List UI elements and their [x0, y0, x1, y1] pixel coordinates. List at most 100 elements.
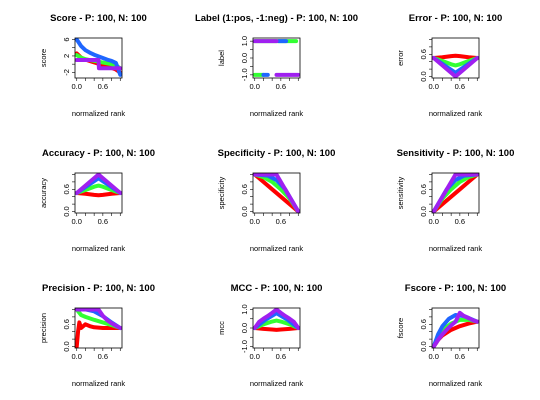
plot-frame [252, 172, 301, 214]
chart-panel-4: Accuracy - P: 100, N: 100 0.0 0.6 0.0 0.6 nor… [39, 148, 155, 253]
y-axis-label: fscore [396, 318, 405, 338]
y-axis-label: precision [39, 313, 48, 343]
series-line-1 [432, 173, 479, 213]
y-tick-label: 0.6 [419, 49, 428, 59]
x-tick-label: 0.6 [455, 82, 465, 91]
chart-panel-7: Precision - P: 100, N: 100 0.0 0.6 0.0 0.6 no… [39, 283, 155, 388]
y-axis-label: label [217, 50, 226, 66]
y-tick-label: 0.0 [419, 71, 428, 81]
series-line-4 [253, 173, 300, 213]
series-line-3 [75, 38, 122, 77]
series-line-4 [253, 308, 300, 330]
y-tick-label: 0.0 [419, 206, 428, 216]
y-axis-label: accuracy [39, 178, 48, 208]
x-tick-label: 0.0 [72, 82, 82, 91]
x-axis-label: normalized rank [72, 379, 126, 388]
chart-title: MCC - P: 100, N: 100 [231, 283, 323, 294]
series-line-4 [432, 173, 479, 213]
plot-frame [431, 307, 480, 349]
y-tick-label: -1.0 [240, 68, 249, 81]
y-tick-label: 0.6 [419, 319, 428, 329]
series-line-1 [253, 326, 300, 332]
y-tick-label: 1.0 [240, 36, 249, 46]
plot-frame [431, 172, 480, 214]
y-axis-label: error [396, 50, 405, 66]
y-tick-label: 0.6 [240, 184, 249, 194]
chart-title: Error - P: 100, N: 100 [409, 13, 502, 24]
plot-frame [74, 172, 123, 214]
y-tick-label: 0.6 [419, 184, 428, 194]
series-line-4 [432, 310, 479, 348]
chart-title: Score - P: 100, N: 100 [50, 13, 147, 24]
y-tick-label: 0.6 [62, 319, 71, 329]
y-axis-label: score [39, 49, 48, 67]
series-line-2 [75, 183, 122, 195]
y-tick-label: 0.0 [62, 341, 71, 351]
series-line-3 [253, 311, 300, 330]
series-line-1 [432, 53, 479, 60]
chart-panel-6: Sensitivity - P: 100, N: 100 0.0 0.6 0.0 0.6… [396, 148, 514, 253]
x-tick-label: 0.0 [72, 217, 82, 226]
x-tick-label: 0.0 [429, 352, 439, 361]
series-line-4 [432, 56, 479, 78]
y-tick-label: 6 [62, 37, 71, 41]
x-tick-label: 0.6 [455, 352, 465, 361]
series-line-4 [75, 58, 122, 71]
y-tick-label: 0.0 [419, 341, 428, 351]
x-axis-label: normalized rank [429, 244, 483, 253]
series-line-2 [432, 56, 479, 68]
x-axis-label: normalized rank [72, 109, 126, 118]
x-tick-label: 0.0 [72, 352, 82, 361]
y-tick-label: 0.0 [62, 206, 71, 216]
x-tick-label: 0.6 [98, 82, 108, 91]
plot-frame [431, 37, 480, 79]
chart-panel-5: Specificity - P: 100, N: 100 0.0 0.6 0.0 0.6… [217, 148, 335, 253]
chart-panel-1: Score - P: 100, N: 100 0.0 0.6 -2 2 6 normaliz… [39, 13, 147, 118]
y-tick-label: 0.0 [240, 206, 249, 216]
chart-title: Precision - P: 100, N: 100 [42, 283, 155, 294]
x-axis-label: normalized rank [72, 244, 126, 253]
x-tick-label: 0.0 [250, 217, 260, 226]
chart-title: Specificity - P: 100, N: 100 [218, 148, 336, 159]
series-line-4 [75, 308, 122, 330]
y-axis-label: specificity [217, 176, 226, 209]
x-tick-label: 0.0 [429, 217, 439, 226]
series-line-1 [75, 191, 122, 198]
plot-frame [252, 37, 301, 79]
x-tick-label: 0.6 [276, 217, 286, 226]
x-axis-label: normalized rank [250, 379, 304, 388]
chart-title: Sensitivity - P: 100, N: 100 [397, 148, 515, 159]
y-tick-label: 0.0 [240, 53, 249, 63]
chart-panel-3: Error - P: 100, N: 100 0.0 0.6 0.0 0.6 normal… [396, 13, 502, 118]
x-tick-label: 0.0 [429, 82, 439, 91]
y-tick-label: -2 [62, 69, 71, 76]
chart-title: Fscore - P: 100, N: 100 [405, 283, 506, 294]
x-axis-label: normalized rank [250, 109, 304, 118]
y-tick-label: -1.0 [240, 340, 249, 353]
chart-title: Label (1:pos, -1:neg) - P: 100, N: 100 [195, 13, 358, 24]
plot-frame [74, 37, 123, 79]
y-axis-label: sensitivity [396, 176, 405, 209]
x-axis-label: normalized rank [250, 244, 304, 253]
y-axis-label: mcc [217, 321, 226, 335]
chart-panel-9: Fscore - P: 100, N: 100 0.0 0.6 0.0 0.6 norma… [396, 283, 506, 388]
series-line-2 [253, 318, 300, 330]
plot-frame [74, 307, 123, 349]
y-tick-label: 0.6 [62, 184, 71, 194]
x-tick-label: 0.0 [250, 82, 260, 91]
x-tick-label: 0.6 [276, 82, 286, 91]
chart-panel-2: Label (1:pos, -1:neg) - P: 100, N: 100 0.… [195, 13, 358, 118]
series-line-1 [75, 320, 122, 348]
x-tick-label: 0.6 [98, 217, 108, 226]
y-tick-label: 0.0 [240, 323, 249, 333]
chart-title: Accuracy - P: 100, N: 100 [42, 148, 155, 159]
series-line-1 [253, 173, 300, 213]
x-tick-label: 0.6 [276, 352, 286, 361]
y-tick-label: 2 [62, 54, 71, 58]
series-line-4 [75, 173, 122, 195]
x-axis-label: normalized rank [429, 379, 483, 388]
x-tick-label: 0.6 [98, 352, 108, 361]
x-tick-label: 0.0 [250, 352, 260, 361]
